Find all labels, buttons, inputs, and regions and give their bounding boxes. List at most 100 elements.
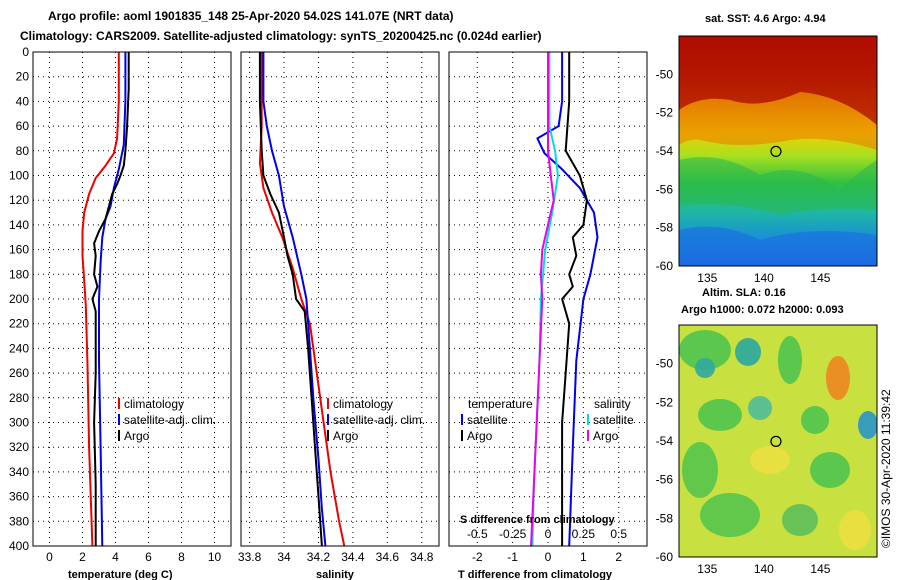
difference-series (530, 52, 599, 547)
x-tick-label: 34.6 (376, 550, 400, 564)
map-y-tick-label: -54 (656, 434, 674, 448)
x2-tick-label: -0.25 (499, 527, 527, 541)
difference-x2ticks: -0.5 -0.25 0 0.25 0.5 (467, 527, 627, 541)
legend-swatch-climatology (327, 398, 329, 409)
map-y-tick-label: -52 (656, 106, 674, 120)
salinity-series (258, 52, 346, 547)
legend-swatch-argo (118, 430, 120, 441)
imos-credit: ©IMOS 30-Apr-2020 11:39:42 (879, 389, 893, 548)
temperature-series (81, 52, 130, 547)
map-x-tick-label: 145 (810, 271, 830, 285)
y-tick-label: 260 (9, 366, 29, 380)
y-tick-label: 180 (9, 267, 29, 281)
sla-anomaly (700, 493, 760, 537)
sla-anomaly (826, 356, 850, 400)
chart-title-line2: Climatology: CARS2009. Satellite-adjuste… (20, 29, 542, 43)
sst-cold-patch (679, 226, 877, 266)
series-line-argo (258, 52, 323, 547)
legend-label-sal-argo: Argo (593, 429, 619, 443)
x2-tick-label: 0.5 (610, 527, 627, 541)
y-tick-label: 0 (22, 45, 29, 59)
sst-map-title: sat. SST: 4.6 Argo: 4.94 (705, 13, 827, 25)
map-x-tick-label: 140 (754, 271, 774, 285)
y-tick-label: 140 (9, 218, 29, 232)
series-line-argo (91, 52, 130, 546)
sla-anomaly (858, 411, 877, 439)
map-y-tick-label: -52 (656, 395, 674, 409)
x-tick-label: 34 (277, 550, 291, 564)
x2-tick-label: -0.5 (467, 527, 488, 541)
y-tick-label: 60 (16, 119, 30, 133)
x-tick-label: 34.4 (341, 550, 365, 564)
sla-anomaly (679, 330, 731, 370)
sla-map-title-line1: Altim. SLA: 0.16 (702, 287, 786, 299)
map-x-tick-label: 135 (697, 271, 717, 285)
legend-label-climatology: climatology (333, 397, 393, 411)
x-tick-label: 34.8 (410, 550, 434, 564)
x-tick-label: 0 (545, 550, 552, 564)
sst-map-panel: sat. SST: 4.6 Argo: 4.94 -50 -52 -54 -56 -58… (656, 13, 878, 285)
map-y-tick-label: -58 (656, 221, 674, 235)
x-tick-label: 10 (208, 550, 222, 564)
sla-map-field (679, 325, 877, 557)
salinity-xlabel: salinity (316, 569, 355, 580)
difference-legend-temperature: temperature satellite Argo (461, 397, 533, 443)
difference-xlabel: T difference from climatology (458, 569, 613, 580)
map-y-tick-label: -50 (656, 357, 674, 371)
y-tick-label: 20 (16, 70, 30, 84)
y-tick-label: 360 (9, 490, 29, 504)
map-y-tick-label: -60 (656, 259, 674, 273)
y-tick-label: 240 (9, 341, 29, 355)
salinity-xticks: 33.8 34 34.2 34.4 34.6 34.8 (238, 550, 434, 564)
difference-panel: -2 -1 0 1 2 -0.5 -0.25 0 0.25 0.5 S difference f… (448, 51, 648, 580)
map-y-tick-label: -54 (656, 144, 674, 158)
series-line-climatology (81, 52, 120, 547)
y-tick-label: 280 (9, 391, 29, 405)
legend-swatch-sal-argo (587, 430, 589, 441)
map-y-tick-label: -50 (656, 67, 674, 81)
x-tick-label: 33.8 (238, 550, 262, 564)
sla-anomaly (810, 452, 850, 488)
sla-anomaly (748, 396, 772, 420)
map-y-tick-label: -58 (656, 511, 674, 525)
x-tick-label: 1 (580, 550, 587, 564)
sla-anomaly (695, 358, 715, 378)
x-tick-label: -1 (507, 550, 518, 564)
legend-label-sal-satellite: satellite (593, 413, 634, 427)
legend-label-argo: Argo (124, 429, 150, 443)
y-tick-label: 120 (9, 193, 29, 207)
map-y-tick-label: -56 (656, 473, 674, 487)
sla-map-yticks: -50 -52 -54 -56 -58 -60 (656, 357, 674, 564)
x-tick-label: 2 (615, 550, 622, 564)
legend-swatch-temp-argo (461, 430, 463, 441)
temperature-legend: climatology satellite-adj. clim. Argo (118, 397, 216, 443)
sst-orange-band (679, 92, 877, 150)
sla-anomaly (698, 399, 742, 431)
map-x-tick-label: 140 (754, 562, 774, 576)
sla-map-panel: Altim. SLA: 0.16 Argo h1000: 0.072 h2000… (656, 287, 878, 576)
x2-tick-label: 0 (545, 527, 552, 541)
y-tick-label: 200 (9, 292, 29, 306)
legend-swatch-temp-satellite (461, 414, 463, 425)
series-line-salinity-argo (530, 52, 555, 547)
legend-label-temp-satellite: satellite (467, 413, 508, 427)
y-tick-label: 320 (9, 440, 29, 454)
sla-anomaly (735, 338, 761, 366)
x-tick-label: -2 (472, 550, 483, 564)
sla-map-frame (678, 324, 878, 558)
y-tick-label: 220 (9, 317, 29, 331)
legend-swatch-satellite-adj (118, 414, 120, 425)
sst-map-yticks: -50 -52 -54 -56 -58 -60 (656, 67, 674, 273)
series-line-satellite-adj-clim- (262, 52, 327, 547)
legend-swatch-sal-satellite (587, 414, 589, 425)
salinity-grid (241, 52, 439, 546)
map-y-tick-label: -60 (656, 550, 674, 564)
temperature-xticks: 0 2 4 6 8 10 (46, 550, 221, 564)
sla-anomaly (778, 336, 802, 384)
legend-label-satellite-adj: satellite-adj. clim. (124, 413, 216, 427)
map-y-tick-label: -56 (656, 182, 674, 196)
sla-map-xticks: 135 140 145 (697, 562, 830, 576)
sla-anomaly (682, 442, 718, 498)
sla-argo-marker (770, 435, 782, 447)
difference-xticks: -2 -1 0 1 2 (472, 550, 622, 564)
